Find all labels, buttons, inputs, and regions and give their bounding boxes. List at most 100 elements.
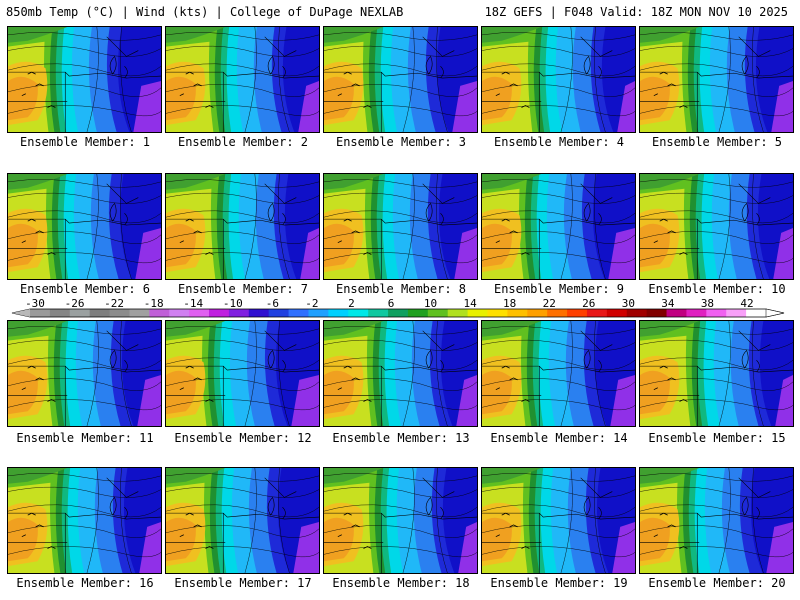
colorbar-swatch bbox=[89, 309, 111, 317]
ensemble-member-label: Ensemble Member: 18 bbox=[332, 576, 470, 590]
colorbar-swatch bbox=[646, 309, 668, 317]
colorbar-swatch bbox=[288, 309, 309, 317]
colorbar-tick-label: 6 bbox=[388, 297, 395, 310]
colorbar-tick-label: -22 bbox=[104, 297, 124, 310]
colorbar-swatch bbox=[109, 309, 130, 317]
ensemble-member-map bbox=[165, 320, 320, 427]
colorbar-swatch bbox=[487, 309, 508, 317]
ensemble-member-label: Ensemble Member: 20 bbox=[648, 576, 786, 590]
colorbar-tick-label: 10 bbox=[424, 297, 437, 310]
ensemble-member-map bbox=[165, 26, 320, 133]
colorbar-swatch bbox=[129, 309, 150, 317]
ensemble-member-map bbox=[639, 320, 794, 427]
ensemble-member-map bbox=[639, 173, 794, 280]
colorbar-swatch bbox=[666, 309, 687, 317]
ensemble-member-label: Ensemble Member: 5 bbox=[651, 135, 783, 149]
ensemble-member-label: Ensemble Member: 13 bbox=[332, 431, 470, 445]
colorbar-tick-label: 14 bbox=[463, 297, 477, 310]
colorbar-swatch bbox=[149, 309, 170, 317]
colorbar-swatch bbox=[328, 309, 349, 317]
colorbar-swatch bbox=[348, 309, 369, 317]
ensemble-member-label: Ensemble Member: 15 bbox=[648, 431, 786, 445]
colorbar-tick-label: 22 bbox=[543, 297, 556, 310]
model-run-valid-time: 18Z GEFS | F048 Valid: 18Z MON NOV 10 20… bbox=[484, 5, 788, 19]
ensemble-member-label: Ensemble Member: 1 bbox=[19, 135, 151, 149]
colorbar-swatch bbox=[169, 309, 190, 317]
ensemble-member-map bbox=[481, 467, 636, 574]
colorbar-swatch bbox=[427, 309, 449, 317]
colorbar-swatch bbox=[69, 309, 91, 317]
colorbar-tick-label: -26 bbox=[65, 297, 85, 310]
colorbar-tick-label: 26 bbox=[582, 297, 595, 310]
ensemble-member-label: Ensemble Member: 9 bbox=[493, 282, 625, 296]
ensemble-member-map bbox=[481, 173, 636, 280]
colorbar-swatch bbox=[726, 309, 747, 317]
ensemble-member-map bbox=[7, 320, 162, 427]
ensemble-member-map bbox=[323, 26, 478, 133]
colorbar-tick-label: 2 bbox=[348, 297, 355, 310]
ensemble-member-map bbox=[7, 26, 162, 133]
ensemble-member-map bbox=[639, 467, 794, 574]
colorbar-tick-label: -6 bbox=[266, 297, 279, 310]
colorbar-tick-label: -2 bbox=[305, 297, 318, 310]
ensemble-member-label: Ensemble Member: 7 bbox=[177, 282, 309, 296]
colorbar-swatch bbox=[567, 309, 588, 317]
ensemble-member-map bbox=[639, 26, 794, 133]
colorbar-swatch bbox=[706, 309, 727, 317]
colorbar-swatch bbox=[686, 309, 707, 317]
colorbar-right-arrow bbox=[765, 308, 785, 318]
colorbar-tick-label: 30 bbox=[622, 297, 635, 310]
colorbar-swatch bbox=[586, 309, 608, 317]
ensemble-member-map bbox=[481, 26, 636, 133]
ensemble-member-label: Ensemble Member: 3 bbox=[335, 135, 467, 149]
colorbar-swatch bbox=[268, 309, 290, 317]
colorbar-tick-label: -30 bbox=[25, 297, 45, 310]
ensemble-member-map bbox=[7, 467, 162, 574]
colorbar-swatch bbox=[507, 309, 528, 317]
colorbar-swatch bbox=[228, 309, 250, 317]
colorbar-swatch bbox=[189, 309, 210, 317]
colorbar-tick-label: 18 bbox=[503, 297, 516, 310]
ensemble-member-label: Ensemble Member: 14 bbox=[490, 431, 628, 445]
ensemble-member-label: Ensemble Member: 6 bbox=[19, 282, 151, 296]
colorbar-swatch bbox=[388, 309, 409, 317]
ensemble-member-label: Ensemble Member: 8 bbox=[335, 282, 467, 296]
ensemble-member-label: Ensemble Member: 10 bbox=[648, 282, 786, 296]
colorbar-swatch bbox=[368, 309, 389, 317]
colorbar-swatch bbox=[626, 309, 648, 317]
colorbar-swatch bbox=[30, 309, 51, 317]
ensemble-member-label: Ensemble Member: 2 bbox=[177, 135, 309, 149]
colorbar-swatch bbox=[248, 309, 270, 317]
ensemble-member-map bbox=[323, 320, 478, 427]
ensemble-member-label: Ensemble Member: 11 bbox=[16, 431, 154, 445]
colorbar-swatch bbox=[547, 309, 568, 317]
colorbar-tick-label: 34 bbox=[661, 297, 675, 310]
colorbar-tick-label: -10 bbox=[223, 297, 243, 310]
colorbar-swatch bbox=[527, 309, 548, 317]
temperature-colorbar: -30 -26 -22 -18 -14 -10 -6 -2 2 6 10 14 18 22 26 30 34 38… bbox=[11, 297, 785, 318]
ensemble-member-map bbox=[7, 173, 162, 280]
ensemble-member-map bbox=[323, 173, 478, 280]
colorbar-swatch bbox=[447, 309, 469, 317]
ensemble-member-label: Ensemble Member: 16 bbox=[16, 576, 154, 590]
ensemble-member-map bbox=[165, 467, 320, 574]
colorbar-swatch bbox=[746, 309, 767, 317]
colorbar-swatch bbox=[407, 309, 429, 317]
colorbar-left-arrow bbox=[12, 309, 30, 317]
colorbar-swatch bbox=[49, 309, 71, 317]
ensemble-member-label: Ensemble Member: 4 bbox=[493, 135, 625, 149]
colorbar-swatch bbox=[467, 309, 489, 317]
ensemble-member-map bbox=[323, 467, 478, 574]
colorbar-swatch bbox=[308, 309, 329, 317]
colorbar-tick-label: -18 bbox=[144, 297, 164, 310]
colorbar-tick-label: 42 bbox=[740, 297, 753, 310]
colorbar-tick-label: -14 bbox=[183, 297, 203, 310]
ensemble-member-map bbox=[165, 173, 320, 280]
ensemble-member-map bbox=[481, 320, 636, 427]
colorbar-swatch bbox=[606, 309, 628, 317]
colorbar-swatch bbox=[209, 309, 230, 317]
ensemble-member-label: Ensemble Member: 12 bbox=[174, 431, 312, 445]
colorbar-tick-label: 38 bbox=[701, 297, 714, 310]
map-title: 850mb Temp (°C) | Wind (kts) | College o… bbox=[6, 5, 404, 19]
ensemble-member-label: Ensemble Member: 17 bbox=[174, 576, 312, 590]
